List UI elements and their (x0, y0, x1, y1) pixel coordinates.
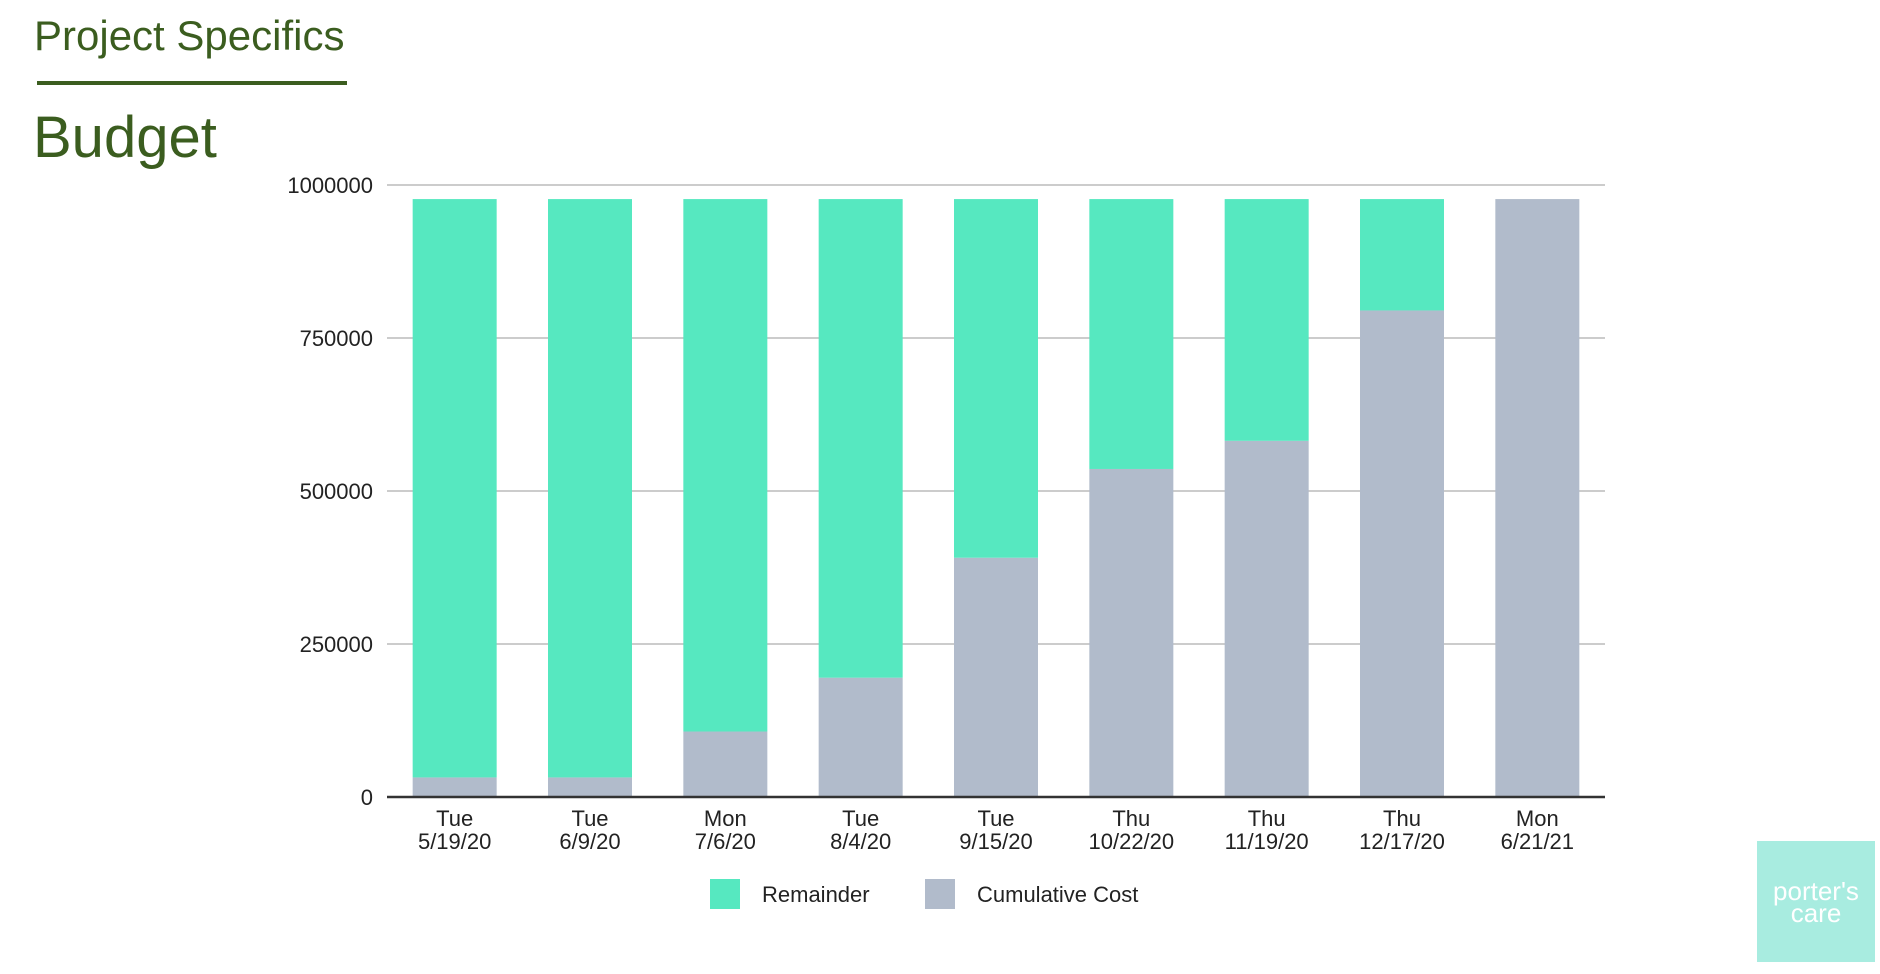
section-title: Project Specifics (34, 12, 345, 59)
y-tick-label: 1000000 (287, 173, 373, 198)
bar-remainder (1089, 199, 1174, 469)
bar-cumulative-cost (683, 731, 768, 797)
bar-remainder (954, 199, 1038, 558)
x-tick-label: Tue (436, 806, 473, 831)
x-tick-label: 11/19/20 (1225, 829, 1309, 854)
x-tick-label: Thu (1112, 806, 1150, 831)
x-tick-label: Thu (1383, 806, 1421, 831)
bar-cumulative-cost (412, 777, 497, 797)
logo-text-top: porter's (1773, 875, 1859, 906)
bar-remainder (818, 199, 903, 678)
x-tick-label: Thu (1248, 806, 1286, 831)
x-tick-label: 10/22/20 (1089, 829, 1175, 854)
bar-cumulative-cost (1089, 468, 1174, 797)
x-tick-label: Tue (977, 806, 1014, 831)
bar-remainder (1360, 199, 1444, 311)
y-tick-label: 500000 (300, 479, 373, 504)
bar-cumulative-cost (1495, 199, 1580, 798)
x-tick-label: Mon (704, 806, 747, 831)
y-tick-label: 0 (361, 785, 373, 810)
x-tick-label: 12/17/20 (1359, 829, 1445, 854)
bar-cumulative-cost (548, 777, 632, 797)
bar-cumulative-cost (1360, 310, 1444, 797)
x-tick-label: 6/21/21 (1501, 829, 1574, 854)
bar-remainder (412, 199, 497, 778)
bar-remainder (683, 199, 768, 732)
x-tick-label: 9/15/20 (959, 829, 1032, 854)
porters-care-logo: porter's care (1757, 841, 1875, 962)
legend-label: Remainder (762, 882, 870, 907)
x-tick-label: 7/6/20 (695, 829, 756, 854)
page-title: Budget (33, 105, 217, 170)
bar-cumulative-cost (954, 557, 1038, 797)
legend-swatch (710, 879, 740, 909)
bar-remainder (1224, 199, 1309, 441)
logo-text-bottom: care (1790, 897, 1842, 928)
x-tick-label: 6/9/20 (559, 829, 620, 854)
bar-remainder (548, 199, 632, 778)
x-tick-label: 8/4/20 (830, 829, 891, 854)
bar-cumulative-cost (1224, 440, 1309, 797)
y-tick-label: 750000 (300, 326, 373, 351)
title-underline (37, 81, 347, 85)
x-tick-label: Tue (842, 806, 879, 831)
x-tick-label: Tue (571, 806, 608, 831)
legend-swatch (925, 879, 955, 909)
y-tick-label: 250000 (300, 632, 373, 657)
legend-label: Cumulative Cost (977, 882, 1138, 907)
x-tick-label: 5/19/20 (418, 829, 491, 854)
x-tick-label: Mon (1516, 806, 1559, 831)
bar-cumulative-cost (818, 677, 903, 797)
